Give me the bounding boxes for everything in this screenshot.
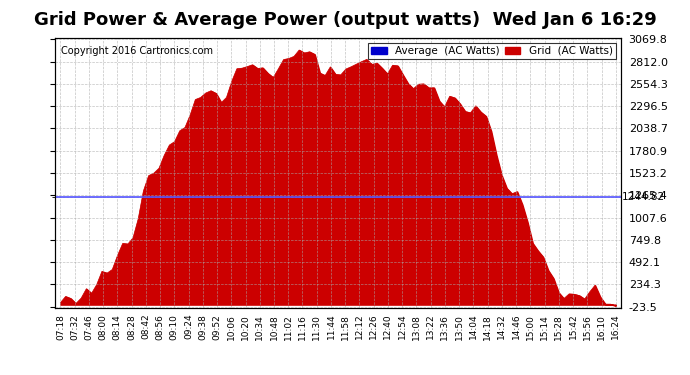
Text: Grid Power & Average Power (output watts)  Wed Jan 6 16:29: Grid Power & Average Power (output watts… [34, 11, 656, 29]
Text: 1244.82: 1244.82 [622, 192, 665, 202]
Text: Copyright 2016 Cartronics.com: Copyright 2016 Cartronics.com [61, 46, 213, 56]
Legend: Average  (AC Watts), Grid  (AC Watts): Average (AC Watts), Grid (AC Watts) [368, 43, 615, 59]
